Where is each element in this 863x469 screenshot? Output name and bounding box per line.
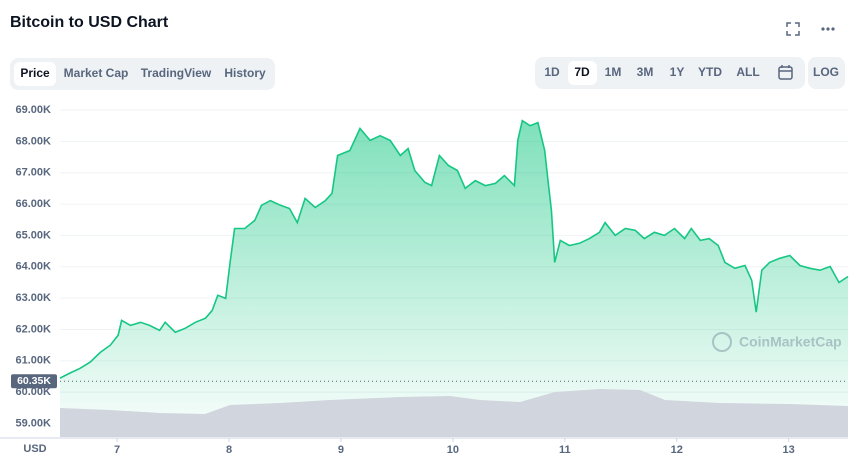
- fullscreen-icon[interactable]: [786, 22, 800, 36]
- title: Bitcoin to USD Chart: [10, 14, 169, 31]
- y-tick-label: 65.00K: [16, 229, 52, 241]
- range-button[interactable]: 1M: [605, 65, 622, 79]
- log-button[interactable]: LOG: [813, 65, 839, 79]
- x-tick-label: 8: [226, 444, 232, 456]
- watermark-logo: [712, 332, 732, 352]
- y-tick-label: 61.00K: [16, 355, 52, 367]
- range-button[interactable]: 3M: [637, 65, 654, 79]
- y-tick-label: 68.00K: [16, 135, 52, 147]
- more-icon[interactable]: [821, 27, 835, 31]
- y-tick-label: 59.00K: [16, 417, 52, 429]
- watermark-text: CoinMarketCap: [739, 334, 842, 350]
- tab[interactable]: Price: [20, 66, 50, 80]
- x-tick-label: 7: [114, 444, 120, 456]
- tab-group: [10, 58, 275, 90]
- y-tick-label: 66.00K: [16, 198, 52, 210]
- price-line: [59, 119, 849, 379]
- calendar-icon[interactable]: [778, 65, 793, 80]
- x-tick-label: 13: [783, 444, 795, 456]
- watermark: CoinMarketCap: [712, 332, 842, 352]
- price-area: [60, 120, 848, 437]
- y-tick-label: 60.00K: [16, 386, 52, 398]
- tab[interactable]: TradingView: [141, 66, 212, 80]
- x-tick-label: 11: [559, 444, 571, 456]
- reference-badge: [11, 374, 57, 389]
- active-tab-bg: [14, 62, 56, 86]
- tab[interactable]: History: [224, 66, 266, 80]
- active-range-bg: [568, 61, 597, 85]
- tab[interactable]: Market Cap: [64, 66, 129, 80]
- y-tick-label: 63.00K: [16, 292, 52, 304]
- range-button[interactable]: 1Y: [670, 65, 685, 79]
- x-tick-label: 10: [447, 444, 459, 456]
- range-button[interactable]: ALL: [736, 65, 759, 79]
- x-tick-label: 12: [671, 444, 683, 456]
- range-button[interactable]: YTD: [698, 65, 722, 79]
- range-group: [535, 57, 805, 89]
- currency-label: USD: [23, 443, 46, 455]
- y-tick-label: 64.00K: [16, 261, 52, 273]
- volume-area: [60, 389, 848, 437]
- log-group: [808, 57, 845, 89]
- y-tick-label: 69.00K: [16, 104, 52, 116]
- plot: 59.00K 60.00K 61.00K 62.00K 63.00K 64.00K 65.0…: [0, 104, 849, 456]
- y-tick-label: 62.00K: [16, 323, 52, 335]
- x-tick-label: 9: [338, 444, 344, 456]
- reference-label: 60.35K: [17, 375, 51, 387]
- range-button[interactable]: 1D: [544, 65, 560, 79]
- range-button[interactable]: 7D: [574, 65, 590, 79]
- y-tick-label: 67.00K: [16, 167, 52, 179]
